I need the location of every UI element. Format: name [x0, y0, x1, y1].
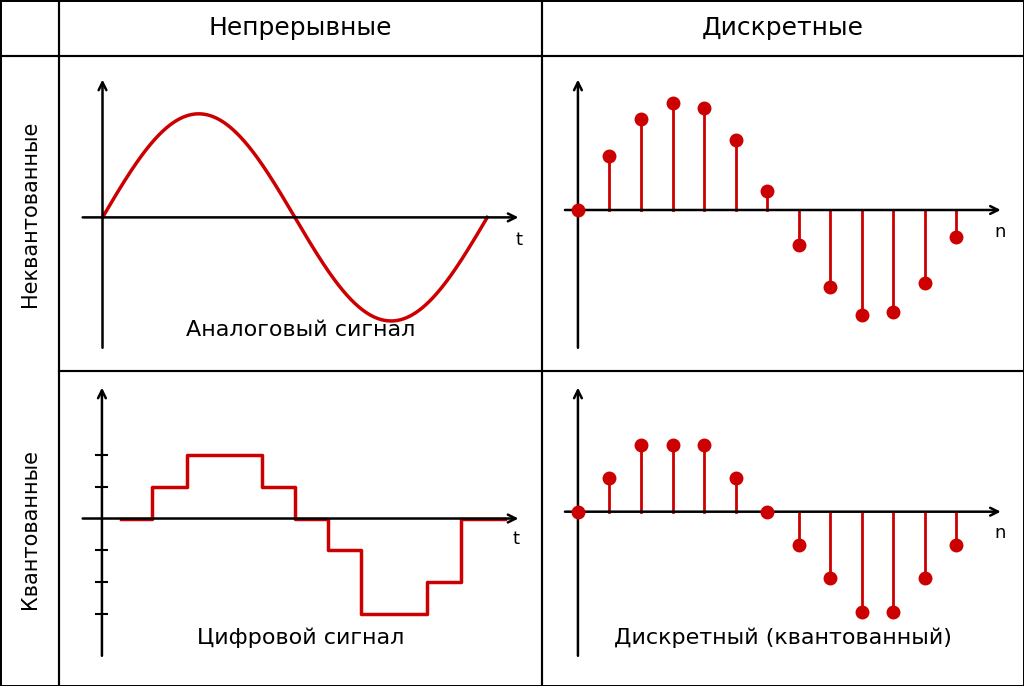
- Text: Неквантованные: Неквантованные: [19, 121, 40, 307]
- Text: t: t: [515, 230, 522, 249]
- Text: Аналоговый сигнал: Аналоговый сигнал: [186, 320, 415, 340]
- Text: Непрерывные: Непрерывные: [209, 16, 392, 40]
- Text: n: n: [994, 523, 1006, 542]
- Text: n: n: [994, 224, 1006, 241]
- Text: Дискретный (квантованный): Дискретный (квантованный): [614, 627, 951, 648]
- Text: t: t: [513, 530, 520, 548]
- Text: Дискретные: Дискретные: [701, 16, 864, 40]
- Text: Квантованные: Квантованные: [19, 449, 40, 608]
- Text: Цифровой сигнал: Цифровой сигнал: [197, 627, 404, 648]
